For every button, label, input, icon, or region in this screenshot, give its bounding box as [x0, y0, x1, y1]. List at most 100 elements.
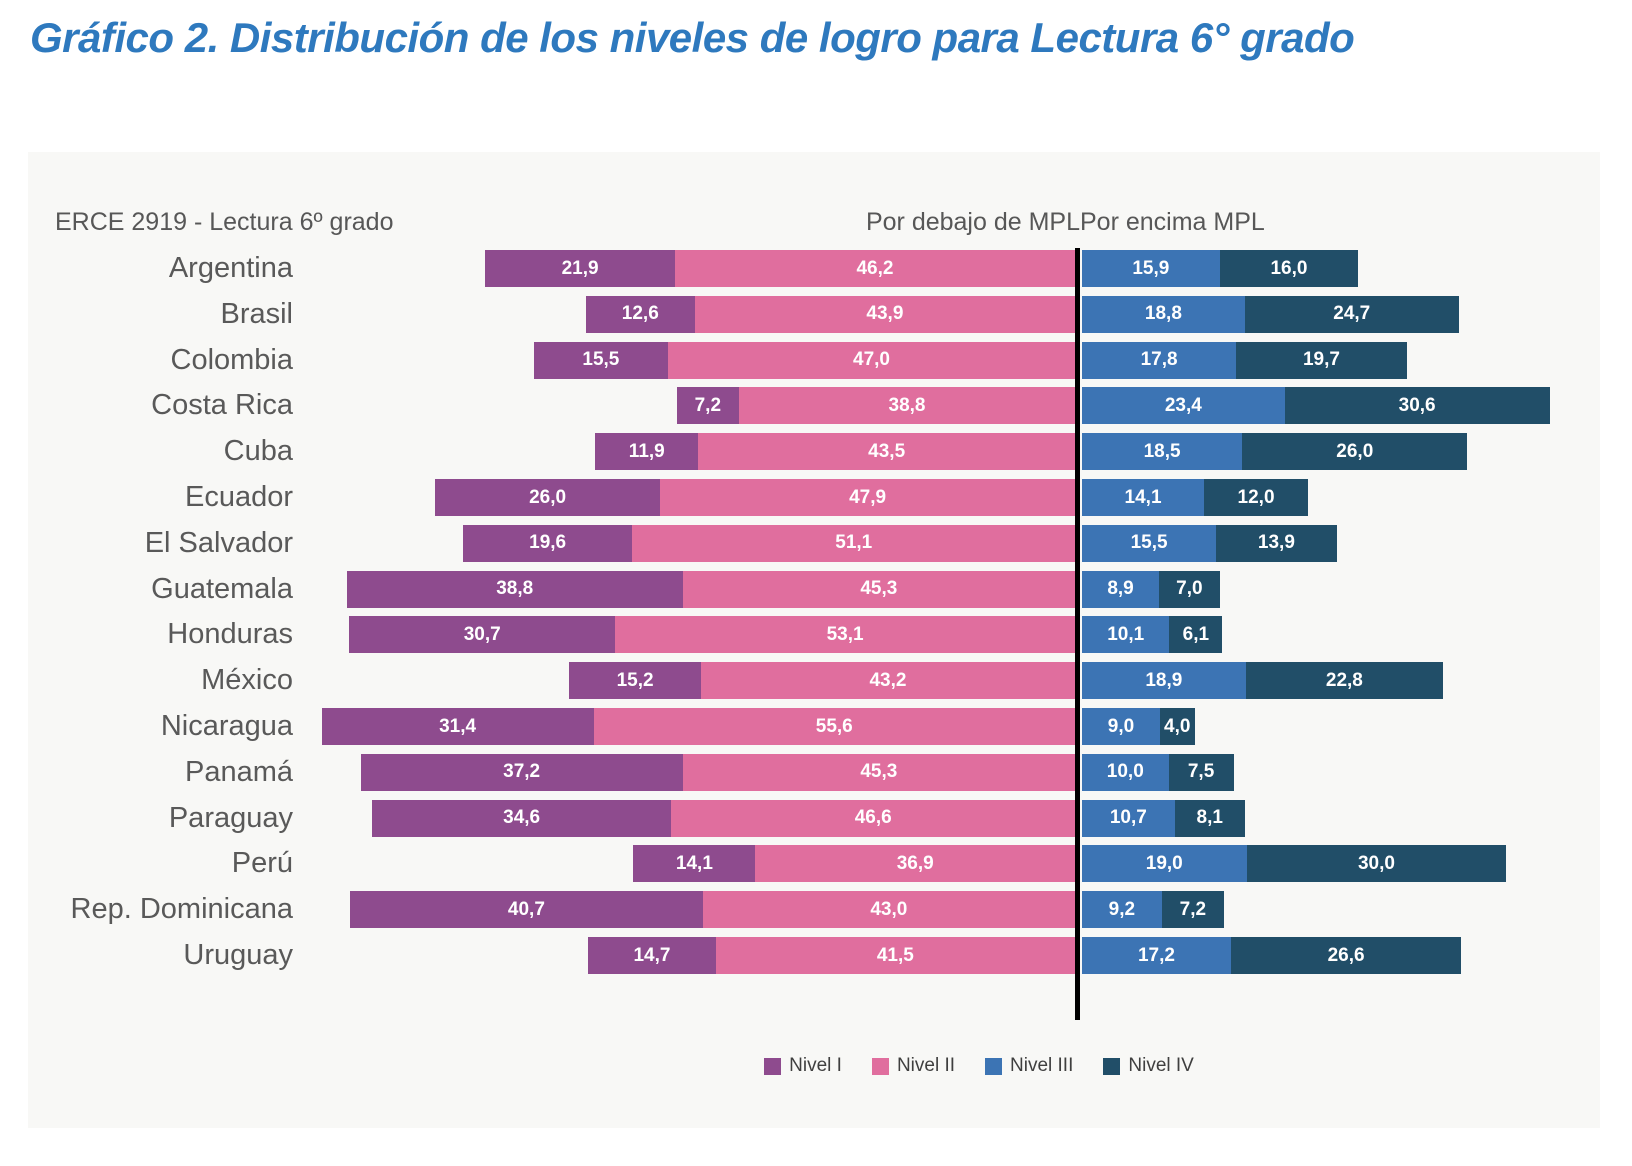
stack-below-mpl: 26,0 47,9 [435, 479, 1075, 516]
stack-above-mpl: 8,9 7,0 [1082, 570, 1220, 608]
bar-segment-nivel-i: 12,6 [585, 295, 695, 333]
segment-value-label: 21,9 [561, 257, 599, 279]
legend-item-nivel-iii: Nivel III [985, 1055, 1073, 1077]
bar-segment-nivel-iv: 12,0 [1204, 479, 1308, 516]
segment-value-label: 7,5 [1187, 761, 1215, 783]
source-label: ERCE 2919 - Lectura 6º grado [55, 208, 394, 236]
bar-row: Argentina 21,9 46,2 15,9 16,0 [28, 250, 1600, 287]
bar-segment-nivel-iii: 15,5 [1082, 524, 1217, 562]
segment-value-label: 53,1 [826, 623, 864, 645]
stack-above-mpl: 18,8 24,7 [1082, 295, 1459, 333]
stack-above-mpl: 14,1 12,0 [1082, 479, 1308, 516]
bar-segment-nivel-iv: 7,2 [1161, 891, 1225, 929]
stack-below-mpl: 14,1 36,9 [633, 845, 1075, 883]
bar-segment-nivel-iv: 26,6 [1230, 937, 1462, 974]
stack-below-mpl: 40,7 43,0 [350, 891, 1075, 929]
legend-label: Nivel IV [1128, 1055, 1194, 1076]
bar-segment-nivel-iv: 16,0 [1219, 250, 1359, 287]
stack-below-mpl: 30,7 53,1 [349, 616, 1075, 654]
stack-below-mpl: 19,6 51,1 [462, 524, 1075, 562]
legend-swatch-icon [985, 1057, 1003, 1075]
bar-segment-nivel-ii: 38,8 [739, 387, 1075, 425]
bar-segment-nivel-iv: 7,0 [1159, 570, 1220, 608]
bar-segment-nivel-i: 21,9 [485, 250, 675, 287]
stack-above-mpl: 23,4 30,6 [1082, 387, 1550, 425]
bar-segment-nivel-iv: 13,9 [1216, 524, 1337, 562]
bar-segment-nivel-i: 7,2 [676, 387, 739, 425]
stack-below-mpl: 7,2 38,8 [676, 387, 1075, 425]
legend-label: Nivel I [789, 1055, 842, 1076]
segment-value-label: 11,9 [628, 440, 665, 462]
segment-value-label: 19,7 [1302, 349, 1340, 371]
bar-row: Paraguay 34,6 46,6 10,7 8,1 [28, 799, 1600, 837]
bar-segment-nivel-iv: 4,0 [1159, 708, 1195, 745]
country-label-paraguay: Paraguay [168, 801, 293, 834]
bar-segment-nivel-ii: 36,9 [755, 845, 1075, 883]
bar-segment-nivel-i: 14,1 [633, 845, 756, 883]
segment-value-label: 10,1 [1107, 623, 1145, 645]
legend-label: Nivel II [896, 1055, 956, 1076]
country-label-brasil: Brasil [220, 297, 293, 330]
country-label-guatemala: Guatemala [151, 572, 293, 605]
segment-value-label: 40,7 [507, 898, 545, 920]
segment-value-label: 41,5 [876, 944, 914, 966]
stack-below-mpl: 14,7 41,5 [588, 937, 1075, 974]
bar-segment-nivel-i: 40,7 [350, 891, 703, 929]
segment-value-label: 43,0 [870, 898, 908, 920]
segment-value-label: 15,2 [616, 669, 654, 691]
segment-value-label: 17,8 [1140, 349, 1178, 371]
segment-value-label: 45,3 [860, 761, 898, 783]
bar-segment-nivel-ii: 47,9 [660, 479, 1075, 516]
stack-below-mpl: 21,9 46,2 [485, 250, 1075, 287]
below-mpl-label: Por debajo de MPL [865, 208, 1080, 236]
bar-segment-nivel-i: 19,6 [462, 524, 633, 562]
country-label-argentina: Argentina [168, 252, 293, 284]
country-label-uruguay: Uruguay [183, 939, 293, 971]
segment-value-label: 47,9 [849, 486, 887, 508]
segment-value-label: 19,0 [1145, 852, 1183, 874]
bar-segment-nivel-i: 34,6 [371, 799, 672, 837]
bar-segment-nivel-ii: 51,1 [632, 524, 1075, 562]
country-label-perú: Perú [231, 847, 293, 880]
page-title: Gráfico 2. Distribución de los niveles d… [30, 14, 1355, 61]
segment-value-label: 9,2 [1108, 898, 1136, 920]
stack-above-mpl: 17,8 19,7 [1082, 341, 1407, 379]
segment-value-label: 46,2 [856, 257, 894, 279]
legend-item-nivel-ii: Nivel II [871, 1055, 956, 1077]
bar-segment-nivel-iii: 9,2 [1082, 891, 1162, 929]
segment-value-label: 38,8 [496, 578, 534, 600]
bar-segment-nivel-iii: 17,2 [1082, 937, 1231, 974]
segment-value-label: 10,0 [1106, 761, 1144, 783]
segment-value-label: 46,6 [854, 807, 892, 829]
country-label-honduras: Honduras [167, 618, 293, 651]
segment-value-label: 8,1 [1196, 807, 1223, 829]
segment-value-label: 18,5 [1143, 440, 1181, 462]
bar-segment-nivel-i: 37,2 [360, 753, 683, 791]
stack-below-mpl: 15,5 47,0 [533, 341, 1075, 379]
bar-segment-nivel-i: 30,7 [349, 616, 616, 654]
bar-segment-nivel-iii: 19,0 [1082, 845, 1247, 883]
bar-segment-nivel-iv: 19,7 [1236, 341, 1407, 379]
bar-segment-nivel-iv: 30,6 [1284, 387, 1550, 425]
stack-below-mpl: 11,9 43,5 [595, 433, 1075, 471]
bar-segment-nivel-ii: 55,6 [593, 708, 1075, 745]
bar-segment-nivel-i: 26,0 [435, 479, 661, 516]
stack-below-mpl: 12,6 43,9 [585, 295, 1075, 333]
bar-segment-nivel-ii: 46,2 [674, 250, 1075, 287]
segment-value-label: 30,6 [1398, 394, 1436, 416]
bar-segment-nivel-ii: 43,9 [694, 295, 1075, 333]
bar-segment-nivel-ii: 46,6 [671, 799, 1075, 837]
bar-segment-nivel-i: 15,2 [569, 662, 701, 700]
segment-value-label: 24,7 [1333, 303, 1371, 325]
stack-above-mpl: 18,5 26,0 [1082, 433, 1468, 471]
segment-value-label: 34,6 [503, 807, 541, 829]
bar-segment-nivel-iv: 22,8 [1245, 662, 1444, 700]
bar-row: Costa Rica 7,2 38,8 23,4 30,6 [28, 387, 1600, 425]
bar-segment-nivel-ii: 43,2 [700, 662, 1075, 700]
bar-segment-nivel-iv: 7,5 [1168, 753, 1234, 791]
bar-segment-nivel-iii: 8,9 [1082, 570, 1160, 608]
country-label-costa-rica: Costa Rica [151, 389, 293, 422]
bar-segment-nivel-i: 38,8 [346, 570, 683, 608]
segment-value-label: 10,7 [1109, 807, 1147, 829]
bar-row: Colombia 15,5 47,0 17,8 19,7 [28, 341, 1600, 379]
